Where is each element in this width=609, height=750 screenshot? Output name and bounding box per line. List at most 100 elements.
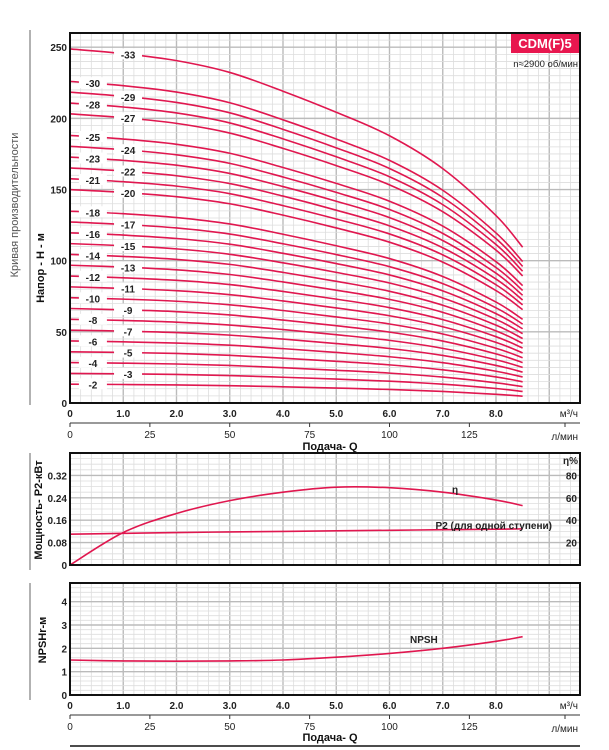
head-curve-stage: [69, 48, 524, 248]
eta-tick-label: 60: [566, 494, 578, 505]
curve-label-bg: [78, 77, 107, 89]
curve-label-bg: [114, 303, 143, 315]
head-curve-stage: [69, 286, 523, 354]
curve-label-bg: [114, 48, 143, 60]
flow-m3h-tick-label: 3.0: [223, 409, 237, 420]
flow-m3h-tick-label: 5.0: [329, 409, 343, 420]
plot-frames: [69, 32, 581, 696]
curve-label-stage: -6: [88, 337, 97, 348]
power-axis-label: Мощность- P2-кВт: [33, 460, 45, 560]
head-curve-stage: [69, 361, 523, 388]
curve-label-stage: -7: [124, 327, 133, 338]
head-curve-stage: [69, 318, 523, 369]
flow-lmin-unit: л/мин: [551, 724, 578, 735]
curve-label-stage: -16: [86, 230, 101, 241]
flow-m3h-tick-label: 4.0: [276, 409, 290, 420]
flow-m3h-tick-label: 2.0: [170, 701, 184, 712]
power-tick-label: 0.24: [48, 494, 68, 505]
eta-tick-label: 20: [566, 539, 578, 550]
curve-label-stage: -23: [86, 154, 101, 165]
curve-label-stage: -27: [121, 114, 136, 125]
npsh-tick-label: 1: [61, 668, 67, 679]
flow-lmin-tick-label: 50: [224, 722, 236, 733]
curve-label-bg: [114, 325, 143, 337]
curve-label-stage: -11: [121, 285, 135, 296]
head-curve-stage: [69, 167, 524, 301]
flow-m3h-tick-label: 8.0: [489, 701, 503, 712]
curve-label-stage: -24: [121, 146, 136, 157]
npsh-curves: [69, 635, 523, 662]
head-axis-label: Напор - H - м: [35, 233, 47, 303]
curve-label-bg: [114, 144, 143, 156]
head-tick-label: 200: [50, 114, 67, 125]
flow-lmin-tick-label: 25: [144, 722, 156, 733]
head-curve-stage: [69, 253, 523, 340]
npsh-plot-frame: [69, 582, 581, 696]
curve-label-bg: [114, 186, 143, 198]
model-badge-text: CDM(F)5: [518, 36, 571, 51]
flow-axis-label-bottom: Подача- Q: [302, 732, 358, 744]
curve-label-stage: -25: [86, 133, 101, 144]
curve-label-stage: -20: [121, 189, 136, 200]
head-curve-stage: [69, 145, 524, 292]
curve-label-bg: [114, 218, 143, 230]
power-tick-label: 0.08: [48, 539, 68, 550]
curve-label-stage: -8: [88, 316, 97, 327]
npsh-tick-label: 2: [61, 644, 67, 655]
curve-label-stage: -22: [121, 167, 136, 178]
head-tick-label: 250: [50, 43, 67, 54]
npsh-series-label: NPSH: [410, 635, 438, 646]
curve-label-bg: [78, 206, 107, 218]
head-curve-stage: [69, 242, 524, 335]
head-curve-stage: [69, 307, 523, 364]
curve-label-bg: [78, 130, 107, 142]
flow-lmin-tick-label: 100: [381, 430, 398, 441]
flow-lmin-unit: л/мин: [551, 432, 578, 443]
flow-m3h-tick-label: 5.0: [329, 701, 343, 712]
eta-axis-label: η%: [563, 456, 578, 467]
side-title: Кривая производительности: [9, 133, 21, 278]
curve-label-stage: -33: [121, 50, 136, 61]
flow-m3h-tick-label: 6.0: [383, 701, 397, 712]
head-curve-stage: [69, 264, 523, 345]
curve-label-bg: [78, 249, 107, 261]
curve-label-stage: -29: [121, 93, 136, 104]
head-curve-stage: [69, 102, 524, 272]
efficiency-curve: [69, 485, 523, 566]
power-tick-label: 0.16: [48, 516, 68, 527]
power-tick-label: 0.32: [48, 471, 68, 482]
curve-label-bg: [78, 356, 107, 368]
head-curve-stage: [69, 350, 523, 383]
npsh-tick-label: 4: [61, 598, 67, 609]
head-curve-stage: [69, 156, 524, 296]
flow-lmin-tick-label: 75: [304, 722, 316, 733]
head-curve-stage: [69, 275, 523, 349]
flow-lmin-tick-label: 0: [67, 430, 73, 441]
flow-m3h-unit: м³/ч: [560, 701, 578, 712]
head-curves: -33 -30 -29 -28 -27 -25 -24 -23 -22 -21 -20 -18 -17 -…: [69, 48, 524, 397]
eta-tick-label: 40: [566, 516, 578, 527]
npsh-curve: [69, 635, 523, 662]
curve-label-stage: -18: [86, 208, 101, 219]
curve-label-stage: -12: [86, 273, 101, 284]
flow-m3h-tick-label: 7.0: [436, 701, 450, 712]
head-curve-stage: [69, 329, 523, 373]
head-tick-label: 0: [61, 399, 67, 410]
head-tick-label: 100: [50, 257, 67, 268]
efficiency-power-curves: [69, 485, 523, 566]
flow-lmin-tick-label: 50: [224, 430, 236, 441]
head-curve-stage: [69, 113, 524, 277]
flow-m3h-tick-label: 0: [67, 409, 73, 420]
flow-m3h-tick-label: 3.0: [223, 701, 237, 712]
npsh-tick-label: 3: [61, 621, 67, 632]
p2-series-label: P2 (для одной ступени): [436, 521, 552, 532]
head-curve-stage: [69, 221, 524, 325]
curve-label-bg: [78, 227, 107, 239]
flow-m3h-tick-label: 2.0: [170, 409, 184, 420]
flow-lmin-tick-label: 0: [67, 722, 73, 733]
curve-label-stage: -17: [121, 221, 136, 232]
head-plot-frame: [69, 32, 581, 404]
head-curve-stage: [69, 232, 524, 330]
power-plot-frame: [69, 452, 581, 566]
flow-m3h-tick-label: 1.0: [116, 409, 130, 420]
